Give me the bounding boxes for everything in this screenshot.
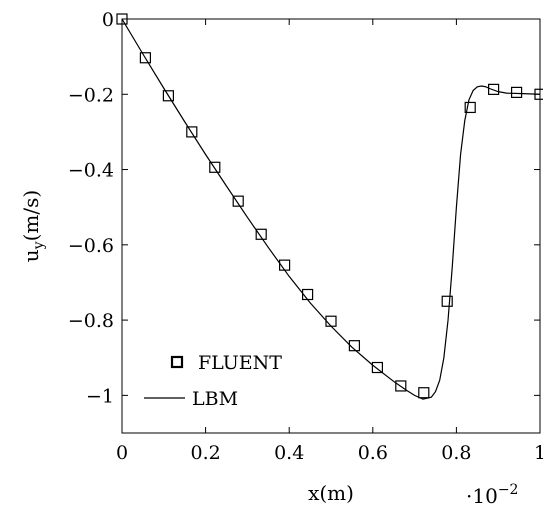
- fluent-data-point: [255, 228, 267, 240]
- y-tick-label: −1: [86, 385, 114, 407]
- x-tick-label: 0.2: [190, 442, 220, 464]
- fluent-series-markers: [116, 13, 543, 399]
- plot-frame: [121, 18, 541, 434]
- axis-ticks: [121, 18, 541, 433]
- fluent-data-point: [464, 101, 476, 114]
- fluent-data-point: [186, 126, 198, 138]
- x-axis-label: x(m): [308, 481, 354, 505]
- fluent-data-point: [232, 195, 244, 207]
- fluent-data-point: [348, 340, 361, 352]
- fluent-data-point: [301, 288, 314, 301]
- x-tick-label: 0.4: [274, 442, 304, 464]
- fluent-data-point: [209, 161, 221, 173]
- x-tick-label: 0.8: [441, 442, 471, 464]
- fluent-data-point: [325, 315, 337, 327]
- x-axis-multiplier-exponent: −2: [498, 482, 519, 498]
- legend-fluent-marker: [170, 355, 184, 369]
- x-axis-multiplier: ·10−2: [466, 482, 518, 508]
- axis-tick-labels: 0 0.2 0.4 0.6 0.8 1 0 −0.2 −0.4 −0.6 −0.8 −1: [68, 9, 543, 464]
- fluent-data-point: [395, 380, 407, 392]
- y-tick-label: 0: [102, 9, 114, 31]
- fluent-data-point: [116, 13, 128, 25]
- legend-fluent-label: FLUENT: [198, 352, 282, 374]
- fluent-data-point: [371, 361, 383, 374]
- x-tick-label: 0.6: [358, 442, 388, 464]
- x-tick-label: 1: [534, 442, 543, 464]
- y-axis-label: uy(m/s): [19, 190, 47, 262]
- legend: FLUENT LBM: [144, 352, 282, 410]
- fluent-data-point: [279, 259, 291, 271]
- fluent-data-point: [488, 83, 500, 95]
- y-tick-label: −0.2: [68, 84, 114, 106]
- x-tick-label: 0: [116, 442, 128, 464]
- y-tick-label: −0.6: [68, 235, 114, 257]
- y-axis-label-subscript: y: [31, 241, 47, 250]
- legend-lbm-label: LBM: [192, 388, 238, 410]
- fluent-data-point: [510, 86, 523, 98]
- fluent-data-point: [534, 88, 543, 100]
- lbm-series-line: [121, 18, 541, 400]
- fluent-data-point: [441, 295, 453, 307]
- fluent-data-point: [418, 387, 430, 399]
- y-tick-label: −0.8: [68, 310, 114, 332]
- fluent-data-point: [162, 90, 174, 102]
- fluent-data-point: [139, 52, 152, 64]
- y-tick-label: −0.4: [68, 160, 114, 182]
